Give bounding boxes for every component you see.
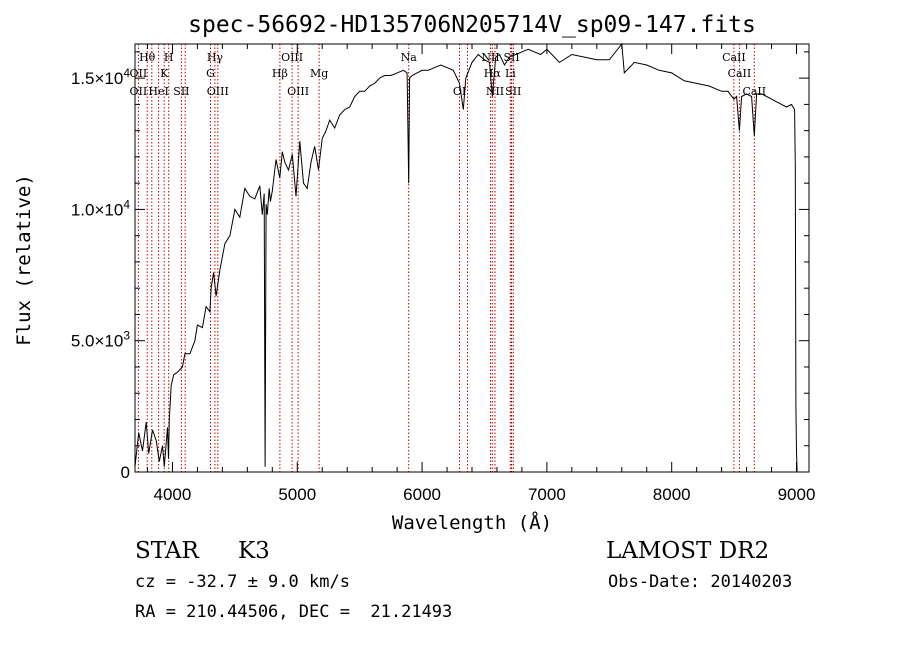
y-axis-label: Flux (relative) [13,174,35,346]
marker-label: OII [130,67,148,80]
x-tick-label: 8000 [653,485,691,504]
marker-label: Li [505,67,516,80]
object-type: STAR [135,538,199,564]
spectral-subclass: K3 [238,538,270,564]
marker-label: OIII [207,85,229,98]
marker-label: Hβ [272,67,288,80]
x-tick-label: 9000 [778,485,816,504]
marker-label: H [164,51,174,64]
plot-frame [134,43,810,473]
y-tick-label: 5.0×103 [71,329,130,351]
x-axis-label: Wavelength (Å) [392,511,552,534]
marker-label: Mg [310,67,328,80]
marker-label: G [206,67,215,80]
y-tick-label: 1.0×104 [71,197,130,219]
redshift-cz: cz = -32.7 ± 9.0 km/s [135,572,350,592]
data-release: LAMOST DR2 [606,538,770,564]
marker-label: Hα [484,67,502,80]
marker-label: SII [505,85,521,98]
marker-label: Hθ [139,51,156,64]
spectrum-line [134,42,798,473]
marker-label: NII [481,51,499,64]
marker-label: Hγ [207,51,224,64]
marker-label: OI [453,85,466,98]
x-tick-label: 5000 [278,485,316,504]
marker-label: OIII [281,51,303,64]
y-axis: 0 5.0×103 1.0×104 1.5×104 [71,51,809,482]
marker-label: CaII [722,51,746,64]
y-tick-label: 1.5×104 [71,66,130,88]
marker-label: NII [486,85,504,98]
marker-label: CaII [728,67,752,80]
marker-label: CaII [742,85,766,98]
marker-label: OII [130,85,148,98]
ra-dec-coordinates: RA = 210.44506, DEC = 21.21493 [135,602,453,622]
observation-date: Obs-Date: 20140203 [608,572,793,592]
marker-label: SII [173,85,189,98]
marker-label: K [160,67,169,80]
x-tick-label: 4000 [154,485,192,504]
x-tick-label: 6000 [403,485,441,504]
y-tick-label: 0 [121,463,130,482]
marker-label: HeI [148,85,168,98]
x-tick-label: 7000 [528,485,566,504]
x-axis: 4000 5000 6000 7000 8000 9000 [146,44,816,504]
marker-label: Na [401,51,418,64]
marker-label: OIII [287,85,309,98]
chart-title: spec-56692-HD135706N205714V_sp09-147.fit… [188,12,756,38]
